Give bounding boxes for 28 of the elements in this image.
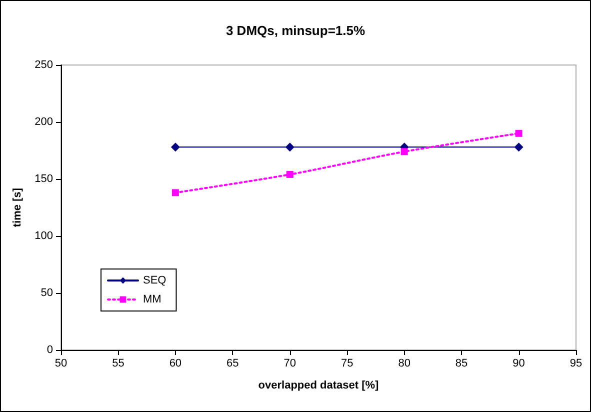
x-axis-title: overlapped dataset [%] [258, 380, 380, 392]
x-tick-label: 50 [54, 358, 68, 370]
y-tick-label: 100 [34, 230, 53, 242]
x-tick-label: 55 [112, 358, 124, 370]
y-tick-label: 50 [40, 287, 53, 299]
x-tick-label: 90 [512, 358, 525, 370]
point [400, 148, 408, 156]
x-tick-label: 60 [169, 358, 182, 370]
x-tick-label: 80 [398, 358, 410, 370]
x-tick-label: 95 [570, 358, 582, 370]
x-tick-label: 65 [226, 358, 239, 370]
point [515, 130, 522, 137]
y-axis-title: time [s] [12, 188, 24, 228]
y-tick-label: 250 [34, 59, 53, 71]
x-tick-label: 70 [284, 358, 296, 370]
y-tick-label: 200 [34, 116, 53, 128]
point [514, 142, 524, 152]
x-tick-label: 85 [455, 358, 468, 370]
point [285, 142, 294, 152]
y-tick-label: 150 [34, 173, 53, 185]
x-tick-label: 75 [340, 358, 354, 370]
chart-title: 3 DMQs, minsup=1.5% [226, 23, 366, 38]
legend-label: MM [143, 294, 162, 306]
legend-label: SEQ [143, 274, 167, 286]
point [286, 170, 294, 178]
point [172, 189, 179, 196]
point [170, 142, 180, 152]
y-tick-label: 0 [46, 344, 53, 356]
